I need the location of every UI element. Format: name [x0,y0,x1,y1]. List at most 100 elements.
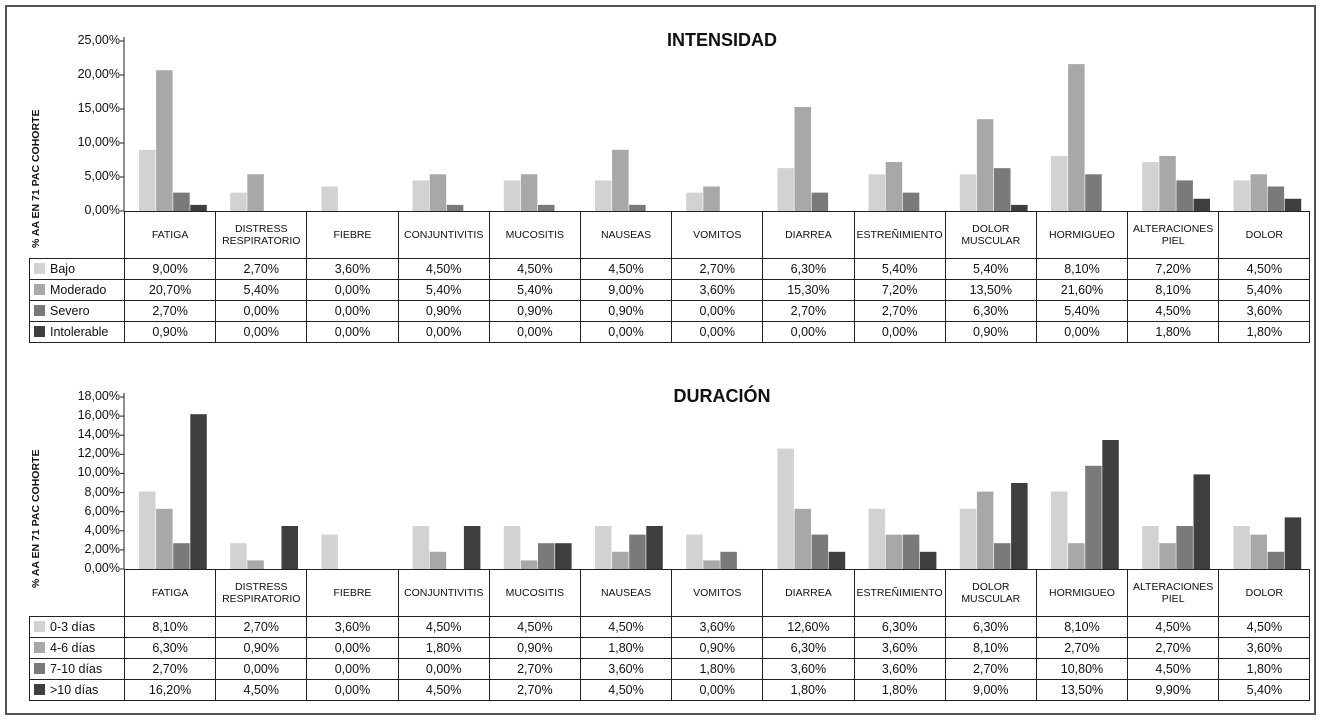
legend-label: 4-6 días [50,641,96,655]
legend-swatch [34,642,45,653]
table-cell: 9,00% [579,279,673,301]
table-cell: 5,40% [1218,279,1311,301]
intensidad-bar-severo [1085,174,1102,211]
table-cell: 5,40% [488,279,581,301]
intensidad-bar-intolerable [1011,204,1028,211]
intensidad-bar-moderado [794,106,811,211]
table-cell: 6,30% [853,616,946,638]
intensidad-y-tick-label: 10,00% [77,135,120,149]
legend-swatch [34,305,45,316]
duracion-bar-4-6-d-as [520,560,538,569]
table-cell: 5,40% [853,258,946,280]
table-cell: 0,00% [215,321,308,343]
table-cell: 0,00% [488,321,581,343]
duracion-bar-0-3-d-as [230,543,247,569]
duracion-bar-4-6-d-as [703,560,720,569]
table-cell: 2,70% [215,616,308,638]
intensidad-bar-bajo [686,192,703,211]
intensidad-bar-bajo [1233,180,1250,211]
duracion-y-tick-label: 14,00% [77,427,120,442]
table-cell: 2,70% [853,300,946,322]
duracion-data-table: FATIGA DISTRESS RESPIRATORIO FIEBRE CONJUNT… [29,569,1311,701]
legend-swatch [34,263,45,274]
duracion-bar--10-d-as [190,414,207,569]
duracion-bar-4-6-d-as [247,560,264,569]
table-cell: 3,60% [853,637,946,659]
duracion-bar-7-10-d-as [811,534,829,569]
legend-swatch [34,621,45,632]
intensidad-bar-severo [811,192,829,211]
duracion-bar-0-3-d-as [321,534,338,569]
legend-swatch [34,326,45,337]
table-cell: 3,60% [306,258,399,280]
table-cell: 12,60% [762,616,855,638]
duracion-bar-0-3-d-as [1142,526,1159,569]
duracion-bar-7-10-d-as [1085,465,1102,569]
table-cell: 1,80% [579,637,673,659]
table-cell: 2,70% [1127,637,1220,659]
intensidad-bar-bajo [230,192,247,211]
table-cell: 4,50% [397,679,490,701]
table-cell: 9,00% [944,679,1037,701]
intensidad-chart-panel: INTENSIDAD% AA EN 71 PAC COHORTE 0,00% 5,0… [0,0,1321,355]
duracion-bar-0-3-d-as [1233,526,1250,569]
duracion-bar-0-3-d-as [868,508,886,569]
legend-label: 0-3 días [50,620,96,634]
duracion-bar-0-3-d-as [139,491,156,569]
intensidad-bar-severo [173,192,190,211]
duracion-bar-7-10-d-as [1176,526,1193,569]
intensidad-bar-moderado [520,174,538,211]
table-cell: 3,60% [762,658,855,680]
duracion-category-label: VOMITOS [671,569,764,617]
intensidad-bar-intolerable [1284,198,1302,211]
duracion-bar-4-6-d-as [794,508,811,569]
intensidad-bar-moderado [976,119,994,211]
legend-label: 7-10 días [50,662,103,676]
duracion-y-tick-label: 10,00% [77,465,120,480]
intensidad-chart-title: INTENSIDAD [666,30,777,50]
intensidad-bar-moderado [885,162,903,211]
table-cell: 7,20% [853,279,946,301]
intensidad-bar-moderado [1068,64,1085,212]
table-cell: 3,60% [1218,637,1311,659]
duracion-bar-0-3-d-as [1051,491,1068,569]
table-cell: 4,50% [488,616,581,638]
table-cell: 4,50% [1127,658,1220,680]
table-cell: 8,10% [1035,616,1129,638]
table-cell: 4,50% [215,679,308,701]
duracion-y-tick-label: 18,00% [77,389,120,403]
duracion-bar-7-10-d-as [173,543,190,569]
table-cell: 0,90% [579,300,673,322]
intensidad-y-tick-label: 25,00% [77,33,120,47]
duracion-bar-4-6-d-as [1250,534,1267,569]
table-cell: 4,50% [579,616,673,638]
duracion-bar-4-6-d-as [156,508,173,569]
duracion-category-label: DIARREA [762,569,855,617]
duracion-bar-4-6-d-as [612,551,629,569]
intensidad-bar-moderado [1250,174,1267,211]
intensidad-bar-severo [629,204,646,211]
table-row: 7-10 días 2,70% 0,00% 0,00% 0,00% 2,70% 3,60% 1… [29,658,1311,680]
intensidad-bar-intolerable [190,204,207,211]
legend-label: >10 días [50,683,99,697]
table-cell: 1,80% [1218,321,1311,343]
duracion-category-label: CONJUNTIVITIS [397,569,490,617]
table-cell: 4,50% [1218,616,1311,638]
duracion-y-tick-label: 4,00% [84,522,120,537]
table-cell: 0,90% [671,637,764,659]
intensidad-bar-moderado [703,186,720,211]
duracion-legend-entry: 7-10 días [29,658,125,680]
duracion-bar-4-6-d-as [1159,543,1176,569]
duracion-bar-4-6-d-as [1068,543,1085,569]
duracion-bar-7-10-d-as [538,543,555,569]
table-cell: 1,80% [853,679,946,701]
intensidad-bar-bajo [503,180,521,211]
table-cell: 3,60% [579,658,673,680]
intensidad-bar-bajo [139,149,156,211]
table-cell: 0,00% [306,679,399,701]
table-corner [29,211,125,259]
legend-label: Intolerable [50,325,109,339]
duracion-bar-7-10-d-as [720,551,737,569]
table-cell: 6,30% [944,300,1037,322]
